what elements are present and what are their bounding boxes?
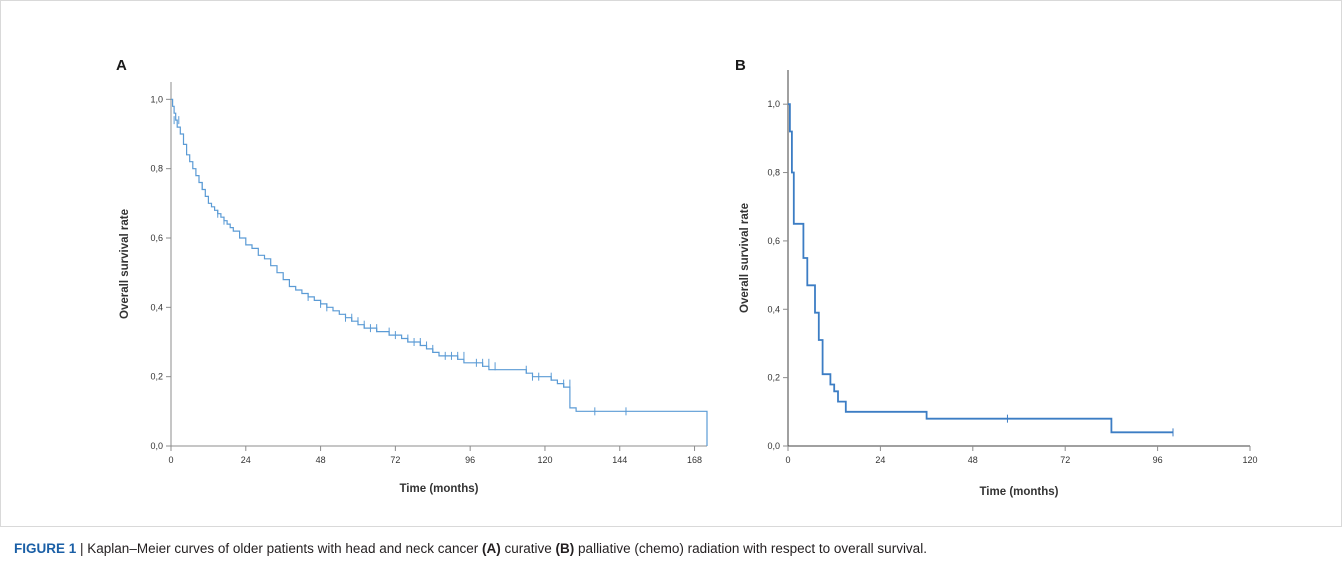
a-x-tick-label: 72 xyxy=(390,455,400,465)
b-survival-curve xyxy=(788,103,1173,434)
b-x-tick-label: 96 xyxy=(1153,455,1163,465)
b-x-tick-label: 48 xyxy=(968,455,978,465)
a-y-tick-label: 0,2 xyxy=(150,372,163,382)
figure-caption: FIGURE 1 | Kaplan–Meier curves of older … xyxy=(14,541,1334,556)
a-x-tick-label: 24 xyxy=(241,455,251,465)
caption-text-2: curative xyxy=(500,541,556,556)
caption-text-1: Kaplan–Meier curves of older patients wi… xyxy=(87,541,483,556)
b-x-tick-label: 24 xyxy=(875,455,885,465)
a-y-tick-label: 0,4 xyxy=(150,302,163,312)
b-y-tick-label: 0,0 xyxy=(767,441,780,451)
b-panel-label: B xyxy=(735,57,746,74)
a-y-tick-label: 0,6 xyxy=(150,233,163,243)
a-x-tick-label: 96 xyxy=(465,455,475,465)
a-x-tick-label: 0 xyxy=(168,455,173,465)
figure-border xyxy=(0,0,1342,527)
a-x-tick-label: 48 xyxy=(316,455,326,465)
caption-text-3: palliative (chemo) radiation with respec… xyxy=(574,541,927,556)
b-y-tick-label: 0,4 xyxy=(767,304,780,314)
caption-figure-label: FIGURE 1 xyxy=(14,541,77,556)
a-y-axis-title: Overall survival rate xyxy=(119,209,131,319)
a-x-axis-title: Time (months) xyxy=(399,483,478,495)
a-y-tick-label: 1,0 xyxy=(150,94,163,104)
b-x-axis-title: Time (months) xyxy=(979,486,1058,498)
b-x-tick-label: 120 xyxy=(1242,455,1257,465)
panel-a-chart: 0,0 0,2 0,4 0,6 0,8 1,0 0 24 48 72 96 120 144 168 Time… xyxy=(116,57,708,495)
b-y-tick-label: 1,0 xyxy=(767,99,780,109)
a-x-tick-label: 168 xyxy=(687,455,702,465)
a-y-tick-label: 0,0 xyxy=(150,441,163,451)
b-y-axis-title: Overall survival rate xyxy=(739,203,751,313)
caption-separator: | xyxy=(76,541,88,556)
a-survival-curve xyxy=(171,98,708,446)
a-y-tick-label: 0,8 xyxy=(150,164,163,174)
caption-panel-b: (B) xyxy=(555,541,575,556)
b-x-tick-label: 72 xyxy=(1060,455,1070,465)
caption-panel-a: (A) xyxy=(482,541,501,556)
b-y-tick-label: 0,8 xyxy=(767,168,780,178)
b-y-tick-label: 0,2 xyxy=(767,373,780,383)
a-x-tick-label: 144 xyxy=(612,455,627,465)
a-x-tick-label: 120 xyxy=(537,455,552,465)
b-y-tick-label: 0,6 xyxy=(767,236,780,246)
panel-b-chart: 0,0 0,2 0,4 0,6 0,8 1,0 0 24 48 72 96 120 Time (mont… xyxy=(735,57,1258,498)
b-x-tick-label: 0 xyxy=(785,455,790,465)
a-panel-label: A xyxy=(116,57,127,74)
